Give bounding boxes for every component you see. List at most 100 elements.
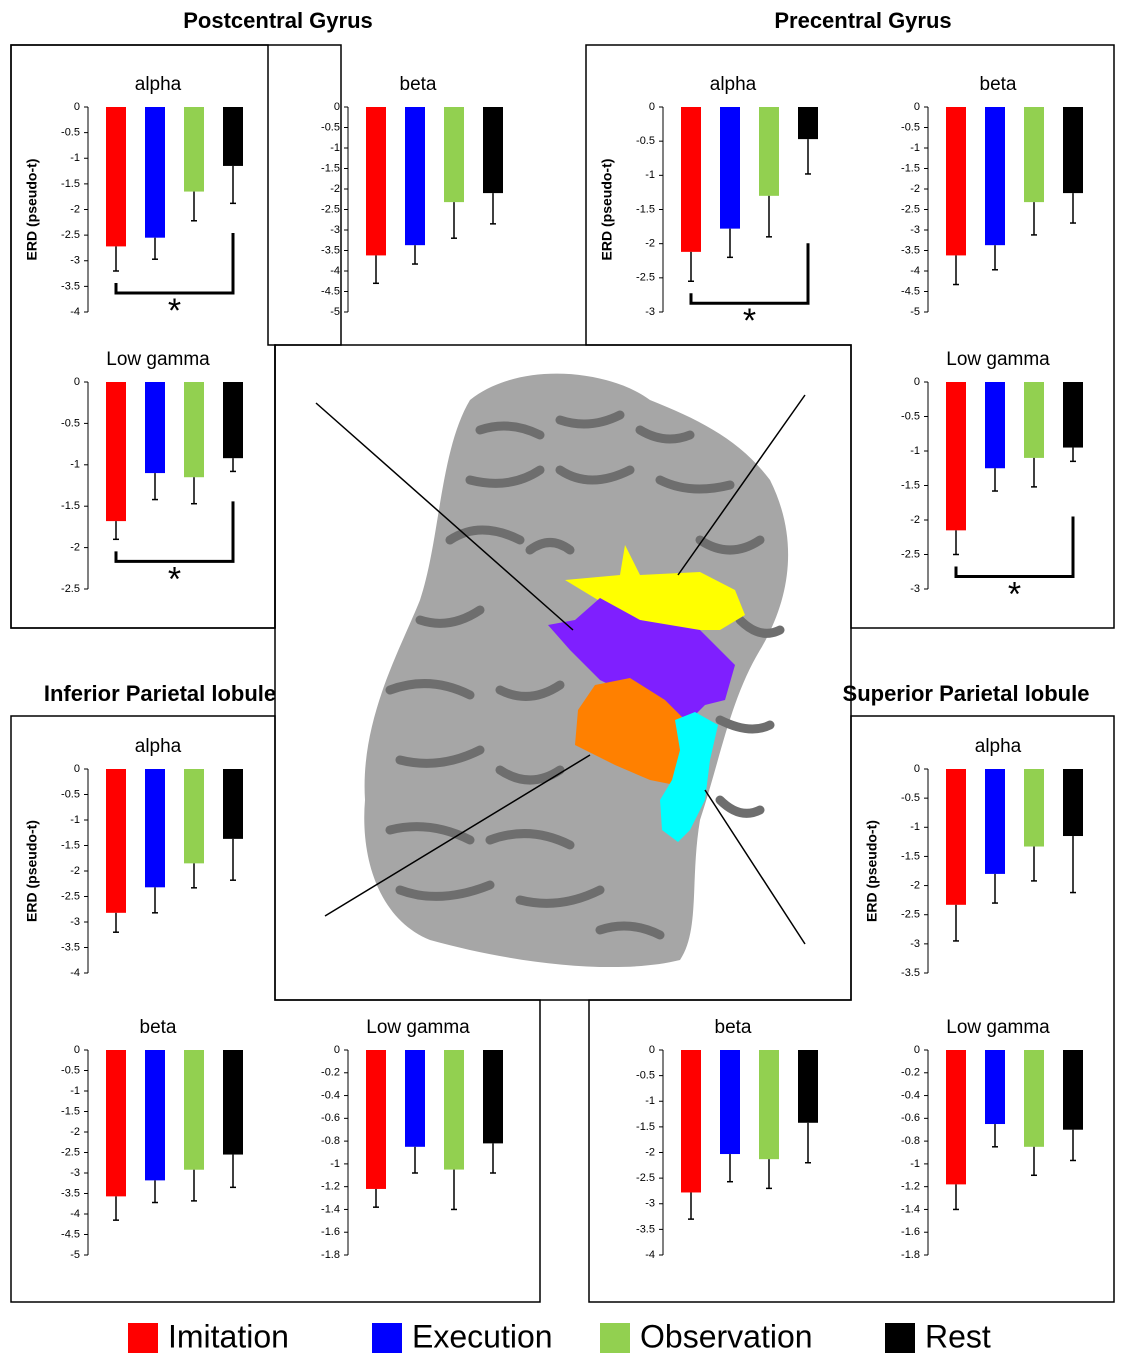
y-tick-label: -1.5 — [61, 178, 80, 190]
y-tick-label: -4.5 — [61, 1228, 80, 1240]
bar — [184, 1050, 204, 1170]
y-tick-label: 0 — [74, 1044, 80, 1056]
y-tick-label: -4 — [70, 306, 80, 318]
y-tick-label: 0 — [649, 1044, 655, 1056]
y-tick-label: 0 — [74, 376, 80, 388]
y-tick-label: -0.2 — [901, 1067, 920, 1079]
bar — [1024, 382, 1044, 458]
bar — [444, 107, 464, 202]
chart-title: Low gamma — [946, 349, 1050, 370]
legend-label: Imitation — [168, 1318, 289, 1353]
bar — [106, 769, 126, 913]
y-tick-label: -1 — [910, 1158, 920, 1170]
region-title: Inferior Parietal lobule — [44, 681, 276, 706]
chart-title: Low gamma — [366, 1017, 470, 1038]
bar — [798, 1050, 818, 1123]
bar — [223, 769, 243, 839]
bar — [759, 1050, 779, 1159]
chart-title: Low gamma — [106, 349, 210, 370]
chart-title: beta — [715, 1017, 752, 1038]
y-tick-label: -1.4 — [321, 1203, 340, 1215]
y-tick-label: -4 — [645, 1249, 655, 1261]
bar — [1024, 1050, 1044, 1147]
y-tick-label: -3 — [70, 1167, 80, 1179]
y-tick-label: 0 — [334, 1044, 340, 1056]
y-tick-label: -1.2 — [901, 1181, 920, 1193]
legend-label: Rest — [925, 1318, 991, 1353]
y-tick-label: -1.5 — [61, 500, 80, 512]
bar — [985, 107, 1005, 245]
y-tick-label: 0 — [914, 1044, 920, 1056]
figure: Postcentral Gyrus Precentral Gyrus Infer… — [0, 0, 1122, 1353]
bar — [145, 382, 165, 473]
y-tick-label: -2 — [910, 183, 920, 195]
y-tick-label: -3 — [645, 306, 655, 318]
chart-title: alpha — [135, 74, 182, 95]
y-tick-label: -2 — [330, 183, 340, 195]
bar — [366, 1050, 386, 1189]
bar — [145, 107, 165, 238]
bar — [145, 769, 165, 887]
y-tick-label: -2 — [645, 1146, 655, 1158]
y-tick-label: -3.5 — [321, 244, 340, 256]
y-tick-label: 0 — [914, 763, 920, 775]
bar — [223, 1050, 243, 1155]
y-tick-label: -0.6 — [901, 1112, 920, 1124]
y-tick-label: -0.4 — [901, 1089, 920, 1101]
y-tick-label: -3.5 — [61, 1187, 80, 1199]
y-tick-label: -3 — [70, 255, 80, 267]
y-tick-label: -1.5 — [901, 162, 920, 174]
y-tick-label: -3.5 — [636, 1223, 655, 1235]
y-tick-label: -1 — [70, 814, 80, 826]
y-tick-label: -2 — [70, 865, 80, 877]
bar — [1024, 769, 1044, 847]
y-tick-label: 0 — [914, 376, 920, 388]
bar — [145, 1050, 165, 1180]
y-tick-label: -0.5 — [636, 135, 655, 147]
y-tick-label: -0.5 — [901, 121, 920, 133]
y-tick-label: -2.5 — [61, 1146, 80, 1158]
y-tick-label: -1 — [330, 142, 340, 154]
legend-label: Execution — [412, 1318, 553, 1353]
bar — [946, 769, 966, 905]
y-tick-label: -1.8 — [901, 1249, 920, 1261]
legend-swatch — [128, 1323, 158, 1353]
y-tick-label: -5 — [330, 306, 340, 318]
bar — [106, 107, 126, 246]
y-tick-label: -1.8 — [321, 1249, 340, 1261]
chart-title: beta — [140, 1017, 177, 1038]
bar — [946, 382, 966, 530]
significance-label: * — [168, 292, 181, 330]
y-tick-label: -0.4 — [321, 1089, 340, 1101]
y-tick-label: -1 — [910, 821, 920, 833]
y-tick-label: -0.5 — [61, 1064, 80, 1076]
y-tick-label: -0.8 — [321, 1135, 340, 1147]
y-tick-label: -1 — [70, 1085, 80, 1097]
bar — [681, 1050, 701, 1192]
y-tick-label: -2.5 — [61, 890, 80, 902]
legend-swatch — [600, 1323, 630, 1353]
significance-label: * — [1008, 575, 1021, 613]
y-tick-label: -1.2 — [321, 1181, 340, 1193]
bar — [106, 382, 126, 521]
chart-title: alpha — [975, 736, 1022, 757]
bar — [985, 769, 1005, 874]
y-tick-label: -1 — [910, 142, 920, 154]
significance-bracket — [116, 501, 233, 561]
brain-map — [316, 374, 805, 967]
y-tick-label: -1.5 — [321, 162, 340, 174]
bar — [946, 107, 966, 255]
y-tick-label: -0.5 — [61, 127, 80, 139]
bar — [681, 107, 701, 252]
y-tick-label: -5 — [70, 1249, 80, 1261]
y-tick-label: -0.5 — [901, 792, 920, 804]
significance-bracket — [116, 233, 233, 293]
chart-title: alpha — [710, 74, 757, 95]
y-tick-label: -1.6 — [901, 1226, 920, 1238]
y-tick-label: -2 — [645, 238, 655, 250]
y-tick-label: -2.5 — [636, 272, 655, 284]
y-tick-label: -3.5 — [61, 941, 80, 953]
y-tick-label: -4 — [70, 1208, 80, 1220]
bar — [483, 1050, 503, 1143]
y-tick-label: -2 — [70, 1126, 80, 1138]
